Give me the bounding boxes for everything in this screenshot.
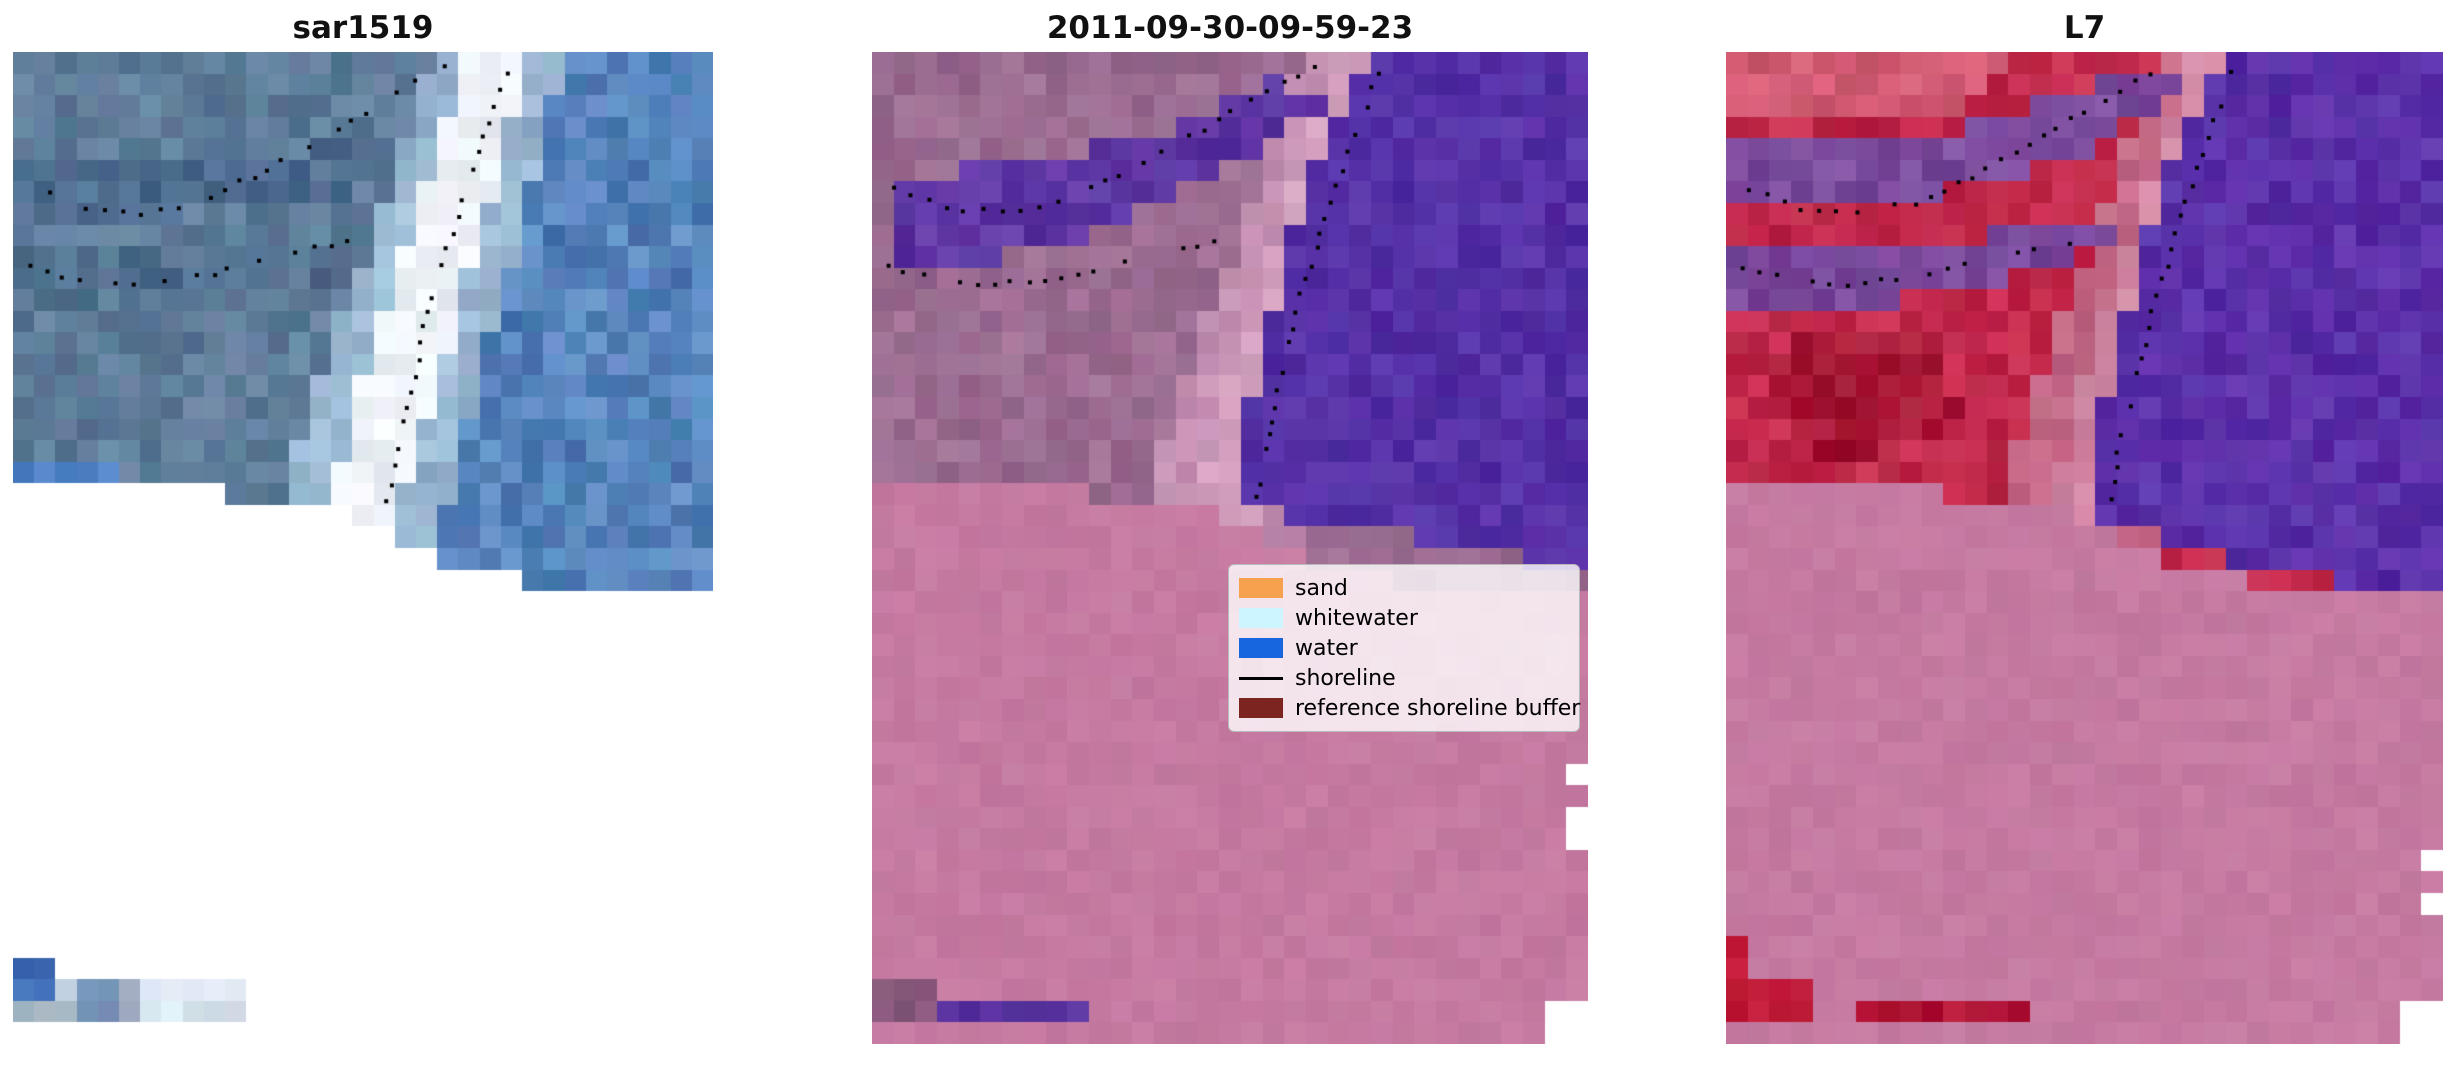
legend-label-sand: sand (1295, 575, 1348, 601)
panel-l7-title: L7 (2063, 10, 2106, 46)
legend-item-whitewater: whitewater (1239, 603, 1569, 633)
panel-sar1519-image (13, 52, 713, 1044)
legend-item-shoreline: shoreline (1239, 663, 1569, 693)
legend-label-reference-buffer: reference shoreline buffer (1295, 695, 1581, 721)
legend: sand whitewater water shoreline referenc… (1228, 564, 1580, 732)
panel-sar1519: sar1519 (13, 8, 713, 1044)
panel-l7: L7 (1726, 8, 2443, 1044)
legend-label-whitewater: whitewater (1295, 605, 1418, 631)
legend-item-reference-buffer: reference shoreline buffer (1239, 693, 1580, 723)
panel-classified: 2011-09-30-09-59-23 sand whitewater wate… (872, 8, 1588, 1044)
legend-item-sand: sand (1239, 573, 1569, 603)
legend-label-shoreline: shoreline (1295, 665, 1396, 691)
legend-item-water: water (1239, 633, 1569, 663)
panel-sar1519-title: sar1519 (292, 10, 434, 46)
sand-swatch (1239, 578, 1283, 598)
reference-buffer-swatch (1239, 698, 1283, 718)
water-swatch (1239, 638, 1283, 658)
legend-label-water: water (1295, 635, 1358, 661)
panel-classified-title: 2011-09-30-09-59-23 (1046, 10, 1414, 46)
whitewater-swatch (1239, 608, 1283, 628)
shoreline-line-swatch (1239, 668, 1283, 688)
panel-classified-image (872, 52, 1588, 1044)
panel-l7-image (1726, 52, 2443, 1044)
